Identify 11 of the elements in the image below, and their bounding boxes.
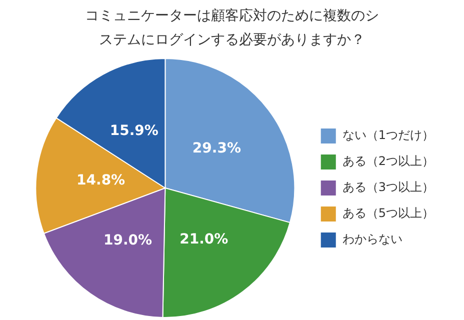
data-label: 29.3% (192, 140, 242, 156)
data-label: 14.8% (76, 172, 126, 189)
data-label: 19.0% (103, 232, 152, 248)
legend-label: ある（3つ以上） (342, 180, 434, 194)
data-label: 21.0% (180, 232, 228, 248)
data-label: 15.9% (110, 122, 158, 139)
chart-title: コミュニケーターは顧客応対のために複数のシステムにログインする必要がありますか？ (84, 7, 380, 50)
legend-label: ある（5つ以上） (342, 206, 434, 220)
legend-label: ない（1つだけ） (342, 128, 434, 142)
legend-label: わからない (342, 232, 402, 246)
legend-label: ある（2つ以上） (342, 154, 434, 168)
